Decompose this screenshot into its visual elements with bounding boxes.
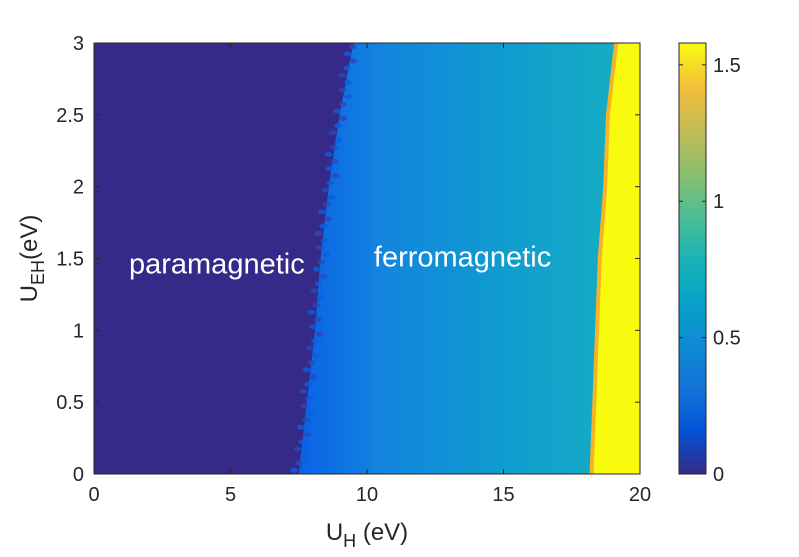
x-tick-label: 5	[225, 484, 236, 506]
boundary-ripple	[334, 123, 343, 129]
boundary-ripples	[290, 44, 357, 473]
y-tick-label: 2	[73, 177, 84, 199]
colorbar-gradient	[678, 42, 707, 475]
y-axis-label-main: U	[16, 285, 43, 302]
boundary-ripple	[298, 439, 307, 445]
boundary-ripple	[308, 374, 317, 380]
y-axis-label-rest: (eV)	[16, 215, 43, 260]
boundary-ripple	[334, 137, 343, 143]
x-tick-label: 15	[492, 484, 514, 506]
x-axis-label-sub: H	[343, 531, 356, 551]
colorbar-tick-label: 0.5	[713, 328, 741, 350]
ferromagnetic-region	[298, 43, 640, 474]
boundary-ripple	[321, 187, 330, 193]
boundary-ripple	[312, 302, 321, 308]
boundary-ripple	[348, 44, 357, 50]
boundary-ripple	[305, 396, 314, 402]
boundary-ripple	[301, 417, 310, 423]
boundary-ripple	[338, 72, 347, 78]
boundary-ripple	[297, 424, 306, 430]
plot-axes: 0 5 10 15 20 0 0.5 1 1.5 2 2.5 3	[56, 33, 651, 506]
boundary-ripple	[307, 360, 316, 366]
boundary-ripple	[339, 115, 348, 121]
colorbar-tick-label: 1.5	[713, 55, 741, 77]
colorbar-tick-label: 1	[713, 191, 724, 213]
colorbar-ticks: 0 0.5 1 1.5	[679, 55, 741, 486]
boundary-ripple	[343, 51, 352, 57]
boundary-ripple	[300, 403, 309, 409]
boundary-ripple	[315, 245, 324, 251]
boundary-ripple	[314, 230, 323, 236]
boundary-ripple	[306, 345, 315, 351]
boundary-ripple	[307, 309, 316, 315]
x-tick-label: 10	[356, 484, 378, 506]
boundary-ripple	[348, 58, 357, 64]
boundary-ripple	[326, 180, 335, 186]
boundary-ripple	[302, 367, 311, 373]
boundary-ripple	[299, 453, 308, 459]
y-tick-label: 1	[73, 320, 84, 342]
boundary-ripple	[344, 94, 353, 100]
boundary-ripple	[314, 281, 323, 287]
boundary-ripple	[316, 295, 325, 301]
boundary-ripple	[299, 388, 308, 394]
colorbar-tick-label: 0	[713, 464, 724, 486]
boundary-ripple	[331, 173, 340, 179]
boundary-ripple	[324, 151, 333, 157]
y-tick-label: 0.5	[56, 392, 84, 414]
boundary-ripple	[343, 80, 352, 86]
region-label-ferromagnetic: ferromagnetic	[374, 242, 551, 274]
boundary-ripple	[312, 352, 321, 358]
y-axis-label: UEH(eV)	[16, 215, 48, 303]
boundary-ripple	[306, 410, 315, 416]
boundary-ripple	[303, 381, 312, 387]
boundary-ripple	[310, 288, 319, 294]
boundary-ripple	[309, 324, 318, 330]
boundary-ripple	[319, 273, 328, 279]
x-axis-label-main: U	[326, 519, 343, 546]
boundary-ripple	[317, 259, 326, 265]
y-tick-label: 0	[73, 464, 84, 486]
boundary-ripple	[303, 431, 312, 437]
boundary-ripple	[329, 144, 338, 150]
boundary-ripple	[293, 446, 302, 452]
boundary-ripple	[319, 223, 328, 229]
x-tick-label: 20	[629, 484, 651, 506]
boundary-ripple	[343, 65, 352, 71]
boundary-ripple	[294, 460, 303, 466]
boundary-ripple	[338, 101, 347, 107]
boundary-ripple	[333, 108, 342, 114]
boundary-ripple	[320, 238, 329, 244]
y-tick-label: 3	[73, 33, 84, 55]
boundary-ripple	[312, 266, 321, 272]
boundary-ripple	[322, 202, 331, 208]
y-axis-label-sub: EH	[28, 260, 48, 285]
boundary-ripple	[310, 338, 319, 344]
boundary-ripple	[327, 194, 336, 200]
x-axis-label: UH (eV)	[326, 519, 408, 551]
boundary-ripple	[325, 166, 334, 172]
x-tick-label: 0	[88, 484, 99, 506]
saturated-region	[593, 43, 640, 474]
boundary-ripple	[324, 216, 333, 222]
boundary-ripple	[321, 252, 330, 258]
boundary-ripple	[330, 159, 339, 165]
y-tick-label: 1.5	[56, 249, 84, 271]
boundary-ripple	[328, 130, 337, 136]
colorbar: 0 0.5 1 1.5	[678, 42, 741, 486]
heatmap-area	[94, 43, 640, 474]
region-label-paramagnetic: paramagnetic	[129, 249, 305, 281]
x-axis-label-rest: (eV)	[356, 519, 408, 546]
y-tick-label: 2.5	[56, 105, 84, 127]
boundary-ripple	[313, 317, 322, 323]
boundary-ripple	[338, 87, 347, 93]
boundary-ripple	[317, 209, 326, 215]
boundary-ripple	[290, 467, 299, 473]
boundary-ripple	[315, 331, 324, 337]
